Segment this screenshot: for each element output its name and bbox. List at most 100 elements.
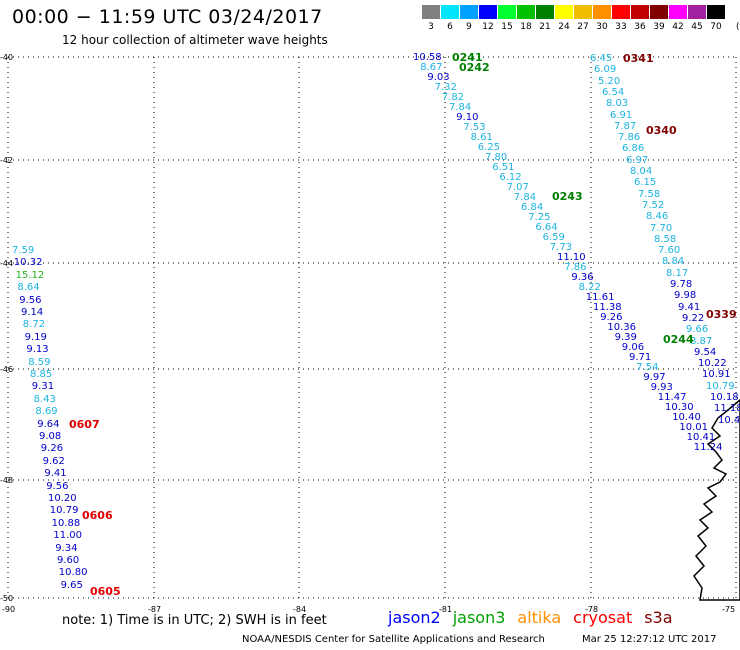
- colorbar-unit: (ft): [736, 22, 740, 32]
- wave-height-value: 8.03: [606, 98, 629, 110]
- wave-height-value: 8.43: [33, 393, 56, 405]
- wave-height-value: 8.22: [578, 282, 601, 293]
- longitude-label: -87: [148, 605, 162, 614]
- wave-height-value: 8.64: [17, 282, 40, 294]
- wave-height-value: 10.32: [13, 257, 43, 269]
- wave-height-value: 9.41: [678, 301, 701, 313]
- wave-height-value: 10.30: [665, 402, 694, 413]
- wave-height-value: 10.22: [698, 358, 727, 370]
- colorbar-swatch: [669, 5, 687, 19]
- wave-height-value: 9.78: [670, 279, 693, 290]
- colorbar-swatch: [536, 5, 554, 19]
- wave-height-value: 7.86: [564, 262, 587, 273]
- wave-height-value: 6.84: [521, 202, 544, 213]
- wave-height-value: 7.82: [441, 92, 465, 103]
- latitude-label: -44: [0, 259, 14, 268]
- wave-height-value: 7.73: [549, 242, 573, 253]
- wave-height-value: 8.59: [28, 356, 51, 368]
- coastline: [693, 399, 740, 601]
- wave-height-value: 7.52: [642, 199, 665, 211]
- wave-height-value: 10.80: [58, 567, 88, 579]
- pass-number: 0341: [623, 52, 654, 65]
- wave-height-value: 7.07: [506, 182, 529, 193]
- wave-height-value: 9.41: [44, 468, 67, 480]
- wave-height-value: 9.62: [42, 455, 65, 467]
- pass-number: 0339: [706, 308, 737, 321]
- colorbar-swatch: [441, 5, 459, 19]
- wave-height-value: 11.18: [714, 403, 740, 415]
- wave-height-value: 10.88: [51, 517, 81, 529]
- footer-timestamp: Mar 25 12:27:12 UTC 2017: [582, 634, 717, 645]
- footer-credit: NOAA/NESDIS Center for Satellite Applica…: [242, 634, 545, 645]
- wave-height-value: 9.66: [686, 324, 709, 336]
- wave-height-value: 6.59: [542, 232, 565, 243]
- colorbar-swatch: [517, 5, 535, 19]
- colorbar-swatch: [688, 5, 706, 19]
- wave-height-value: 10.58: [413, 52, 442, 63]
- wave-height-value: 6.45: [590, 53, 613, 64]
- wave-height-value: 10.79: [706, 380, 735, 392]
- wave-height-value: 11.47: [657, 392, 687, 403]
- wave-height-value: 10.41: [686, 432, 716, 443]
- colorbar-label: 36: [634, 22, 646, 32]
- wave-height-value: 8.85: [30, 369, 53, 380]
- wave-height-value: 9.93: [650, 382, 673, 393]
- colorbar-label: 39: [653, 22, 665, 32]
- pass-number: 0241: [452, 51, 483, 64]
- wave-height-value: 10.42: [718, 414, 740, 426]
- latitude-label: -50: [0, 594, 14, 603]
- colorbar-label: 9: [466, 22, 472, 32]
- wave-height-value: 7.84: [513, 192, 537, 203]
- wave-height-value: 8.58: [654, 233, 677, 245]
- longitude-label: -78: [585, 605, 599, 614]
- wave-height-value: 8.61: [470, 132, 493, 143]
- wave-height-value: 8.46: [646, 211, 669, 223]
- colorbar-label: 21: [539, 22, 551, 32]
- latitude-label: -48: [0, 476, 14, 485]
- wave-height-value: 11.61: [585, 292, 615, 303]
- wave-height-value: 7.25: [528, 212, 551, 223]
- colorbar-label: 30: [596, 22, 608, 32]
- colorbar-swatch: [555, 5, 573, 19]
- map-title: 00:00 − 11:59 UTC 03/24/2017: [12, 6, 323, 28]
- wave-height-value: 15.12: [15, 269, 45, 281]
- wave-height-value: 6.15: [634, 177, 657, 189]
- wave-height-value: 6.12: [499, 172, 522, 183]
- wave-height-value: 7.84: [449, 102, 472, 113]
- legend-entry: cryosat: [573, 608, 633, 627]
- wave-height-value: 7.70: [650, 222, 673, 234]
- legend-entry: altika: [517, 608, 562, 627]
- wave-height-value: 11.10: [557, 252, 586, 263]
- longitude-label: -90: [2, 605, 16, 614]
- colorbar-swatch: [498, 5, 516, 19]
- colorbar-label: 15: [501, 22, 513, 32]
- wave-height-value: 9.56: [19, 294, 42, 306]
- wave-height-value: 6.54: [602, 86, 625, 98]
- wave-height-value: 6.25: [477, 142, 501, 153]
- colorbar-swatch: [612, 5, 630, 19]
- wave-height-value: 11.38: [593, 302, 622, 313]
- colorbar-swatch: [460, 5, 478, 19]
- wave-height-value: 6.64: [535, 222, 558, 233]
- wave-height-value: 8.87: [690, 335, 713, 347]
- wave-height-value: 9.39: [614, 332, 637, 343]
- note-text: note: 1) Time is in UTC; 2) SWH is in fe…: [62, 613, 327, 628]
- wave-height-value: 6.97: [626, 154, 649, 166]
- colorbar-label: 33: [615, 22, 627, 32]
- colorbar-label: 3: [428, 22, 434, 32]
- colorbar-swatch: [650, 5, 668, 19]
- colorbar-label: 70: [710, 22, 722, 32]
- wave-height-value: 9.14: [21, 307, 44, 318]
- pass-number: 0244: [663, 333, 694, 346]
- colorbar-label: 27: [577, 22, 589, 32]
- pass-number: 0607: [69, 418, 100, 431]
- wave-height-value: 9.54: [694, 346, 717, 358]
- wave-height-value: 9.56: [46, 480, 69, 492]
- wave-height-value: 7.60: [658, 245, 681, 257]
- longitude-label: -84: [293, 605, 307, 614]
- wave-height-value: 6.09: [594, 64, 617, 76]
- wave-height-value: 9.31: [31, 381, 55, 393]
- wave-height-value: 8.04: [630, 166, 653, 177]
- wave-height-value: 9.98: [674, 290, 697, 302]
